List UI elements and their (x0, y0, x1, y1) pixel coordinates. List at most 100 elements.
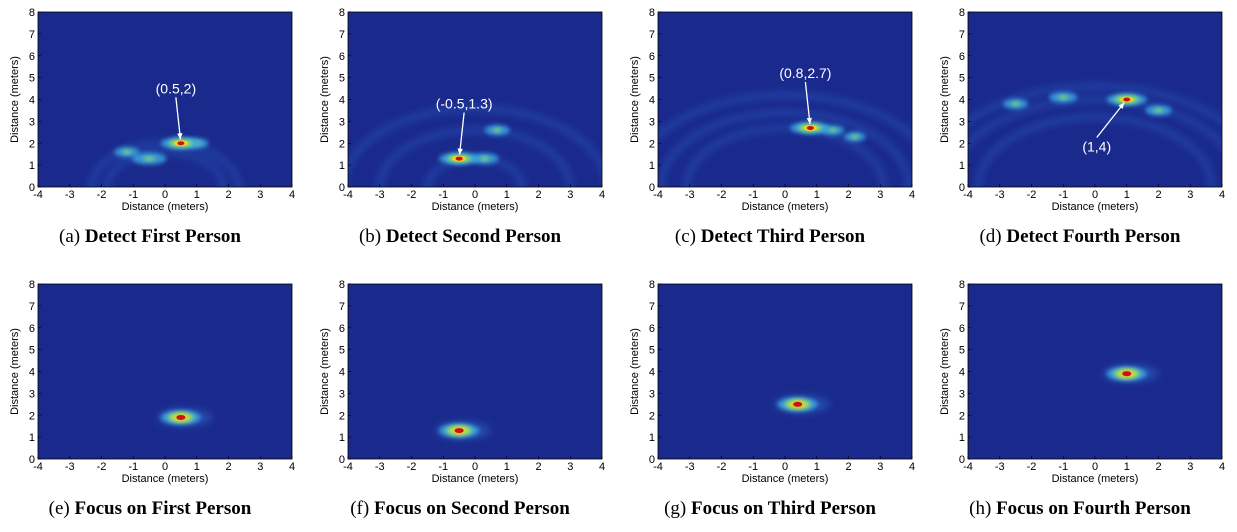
y-tick-label: 0 (959, 454, 965, 466)
y-tick-label: 4 (29, 95, 35, 107)
x-tick-label: -4 (33, 189, 43, 201)
y-tick-label: 7 (29, 301, 35, 313)
y-tick-label: 0 (339, 182, 345, 194)
y-tick-label: 6 (339, 51, 345, 63)
y-tick-label: 1 (339, 432, 345, 444)
x-tick-label: 4 (599, 189, 605, 201)
plot-background (38, 284, 292, 459)
heatmap-chart: -4 -3 -2 -1 0 1 2 3 4 0 1 2 3 4 5 6 7 8 Distance (meters) D… (9, 279, 295, 485)
annotation-arrow (458, 112, 465, 155)
x-tick-label: 0 (782, 189, 788, 201)
y-tick-label: 7 (29, 29, 35, 41)
x-tick-label: 0 (1092, 461, 1098, 473)
peak-annotation: (0.5,2) (156, 80, 196, 96)
reflection-ring (658, 92, 912, 139)
y-axis-label: Distance (meters) (629, 328, 641, 415)
x-axis-label: Distance (meters) (742, 201, 829, 213)
peak-annotation: (-0.5,1.3) (436, 96, 493, 112)
y-tick-label: 5 (339, 345, 345, 357)
x-tick-label: -3 (375, 189, 385, 201)
caption-label: (b) (358, 226, 382, 247)
y-tick-label: 8 (959, 279, 965, 291)
caption-label: (d) (979, 226, 1002, 247)
reflection-ring (348, 105, 602, 174)
reflection-ring (104, 149, 226, 187)
y-tick-label: 8 (29, 279, 35, 291)
y-tick-label: 2 (959, 410, 965, 422)
annotation-arrowhead (1118, 102, 1125, 110)
caption-label: (f) (350, 498, 370, 519)
y-tick-label: 7 (649, 29, 655, 41)
caption-d: (d) Detect Fourth Person (930, 226, 1230, 248)
reflection-ring (968, 83, 1222, 125)
y-tick-label: 2 (339, 138, 345, 150)
caption-title: Focus on Third Person (690, 498, 876, 519)
x-tick-label: 0 (782, 461, 788, 473)
caption-c: (c) Detect Third Person (620, 226, 920, 248)
y-tick-label: 3 (959, 388, 965, 400)
caption-label: (g) (664, 498, 687, 519)
x-tick-label: -3 (375, 461, 385, 473)
y-tick-label: 6 (29, 323, 35, 335)
y-axis-label: Distance (meters) (629, 56, 641, 143)
y-tick-label: 5 (29, 345, 35, 357)
x-tick-label: 1 (1124, 189, 1130, 201)
x-tick-label: -3 (995, 189, 1005, 201)
x-tick-label: 2 (1155, 461, 1161, 473)
y-tick-label: 6 (649, 51, 655, 63)
reflection-blob-core (1011, 101, 1021, 106)
x-tick-label: -4 (963, 461, 973, 473)
y-tick-label: 4 (649, 367, 655, 379)
caption-f: (f) Focus on Second Person (310, 498, 610, 520)
x-tick-label: -1 (128, 189, 138, 201)
x-axis-label: Distance (meters) (122, 201, 209, 213)
y-tick-label: 4 (959, 367, 965, 379)
x-tick-label: 2 (845, 189, 851, 201)
y-tick-label: 8 (339, 279, 345, 291)
x-tick-label: -1 (748, 189, 758, 201)
x-tick-label: -3 (65, 461, 75, 473)
caption-label: (a) (59, 226, 81, 247)
y-tick-label: 5 (649, 73, 655, 85)
y-axis-label: Distance (meters) (319, 328, 331, 415)
reflection-blob-core (479, 156, 490, 161)
x-axis-label: Distance (meters) (432, 473, 519, 485)
x-tick-label: 3 (257, 189, 263, 201)
annotation-arrowhead (806, 117, 813, 124)
x-tick-label: -4 (963, 189, 973, 201)
x-tick-label: 1 (1124, 461, 1130, 473)
heatmap-layer (1102, 364, 1159, 383)
caption-g: (g) Focus on Third Person (620, 498, 920, 520)
heatmap-chart: -4 -3 -2 -1 0 1 2 3 4 0 1 2 3 4 5 6 7 8 Distance (meters) D… (319, 279, 605, 485)
y-tick-label: 2 (339, 410, 345, 422)
x-tick-label: -1 (438, 461, 448, 473)
caption-e: (e) Focus on First Person (0, 498, 300, 520)
reflection-blob-core (828, 128, 837, 133)
heatmap-chart: -4 -3 -2 -1 0 1 2 3 4 0 1 2 3 4 5 6 7 8 Distance (meters) D… (629, 279, 915, 485)
y-tick-label: 4 (29, 367, 35, 379)
x-tick-label: -4 (33, 461, 43, 473)
x-tick-label: 4 (289, 189, 295, 201)
x-tick-label: -4 (653, 461, 663, 473)
y-tick-label: 1 (649, 160, 655, 172)
y-tick-label: 3 (959, 116, 965, 128)
y-axis-label: Distance (meters) (939, 328, 951, 415)
x-tick-label: 2 (535, 189, 541, 201)
y-axis-label: Distance (meters) (9, 328, 21, 415)
y-tick-label: 2 (959, 138, 965, 150)
y-tick-label: 7 (649, 301, 655, 313)
x-tick-label: -2 (407, 189, 417, 201)
y-tick-label: 7 (339, 29, 345, 41)
panel-b: -4 -3 -2 -1 0 1 2 3 4 0 1 2 3 4 5 6 7 8 Distance (meters) D… (310, 0, 610, 260)
x-tick-label: 1 (194, 189, 200, 201)
panel-e: -4 -3 -2 -1 0 1 2 3 4 0 1 2 3 4 5 6 7 8 Distance (meters) D… (0, 272, 300, 532)
peak-annotation: (0.8,2.7) (779, 65, 831, 81)
x-tick-label: -2 (97, 189, 107, 201)
x-tick-label: -3 (685, 461, 695, 473)
x-tick-label: 3 (1187, 461, 1193, 473)
peak-marker (177, 141, 185, 146)
y-tick-label: 8 (649, 279, 655, 291)
y-tick-label: 3 (339, 388, 345, 400)
x-axis-label: Distance (meters) (1052, 201, 1139, 213)
x-tick-label: 2 (1155, 189, 1161, 201)
